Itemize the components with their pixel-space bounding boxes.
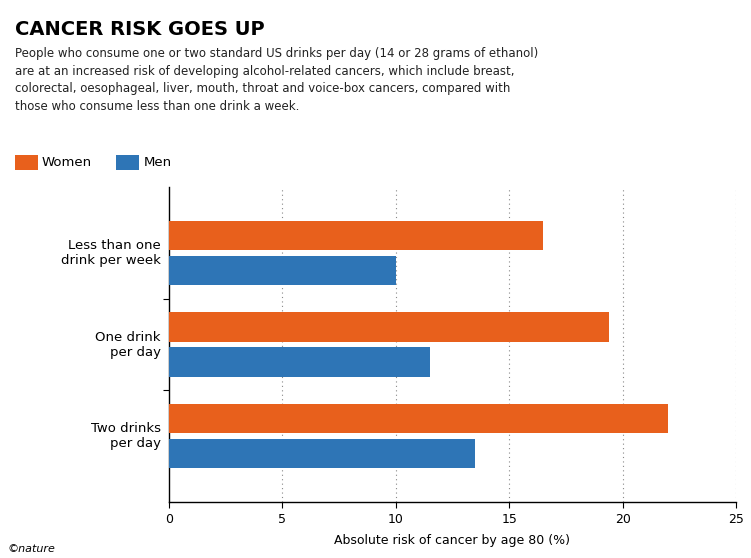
Text: Women: Women — [41, 156, 92, 169]
Bar — [169, 439, 475, 468]
Bar — [169, 404, 668, 434]
Bar — [169, 312, 609, 342]
Bar — [169, 347, 430, 377]
Text: People who consume one or two standard US drinks per day (14 or 28 grams of etha: People who consume one or two standard U… — [15, 47, 538, 113]
Bar — [169, 256, 396, 285]
X-axis label: Absolute risk of cancer by age 80 (%): Absolute risk of cancer by age 80 (%) — [334, 534, 571, 547]
Text: CANCER RISK GOES UP: CANCER RISK GOES UP — [15, 20, 264, 39]
Bar — [169, 221, 543, 250]
Text: ©nature: ©nature — [8, 543, 56, 554]
Text: Men: Men — [144, 156, 172, 169]
